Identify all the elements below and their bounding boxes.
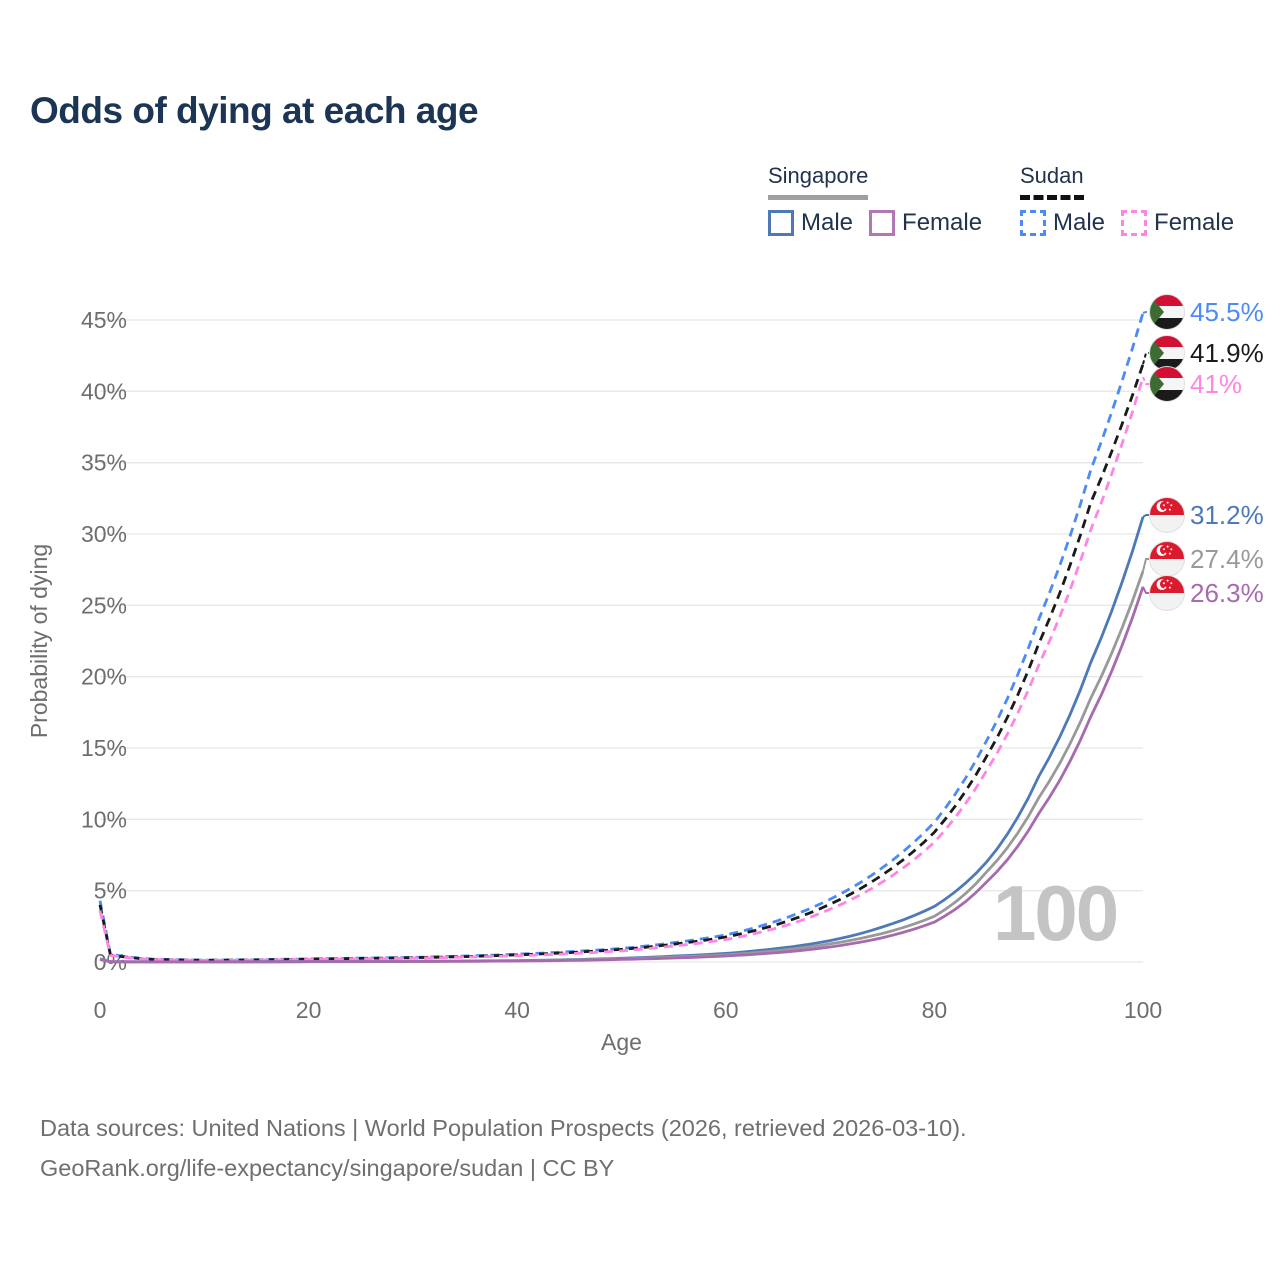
y-tick-label-10: 10% [81, 806, 127, 832]
x-axis-title: Age [601, 1029, 642, 1055]
y-tick-label-25: 25% [81, 592, 127, 618]
footer-attribution: GeoRank.org/life-expectancy/singapore/su… [40, 1155, 615, 1181]
series-line-sudan-both[interactable] [98, 363, 1145, 962]
legend-country-singapore: Singapore [768, 163, 869, 200]
legend-item-label: Female [1154, 209, 1235, 236]
end-value-label: 27.4% [1190, 543, 1264, 574]
singapore-flag-icon [1149, 497, 1185, 533]
end-label-singapore-male: 31.2% [1149, 497, 1264, 533]
y-tick-label-30: 30% [81, 521, 127, 547]
singapore-flag-icon [1149, 541, 1185, 577]
end-value-label: 41.9% [1190, 337, 1264, 368]
end-label-connector-sudan-both [1142, 352, 1150, 365]
legend-country-sudan: Sudan [1020, 163, 1084, 200]
legend-item-label: Male [801, 209, 854, 236]
legend-item-sudan-male[interactable]: Male [1020, 209, 1105, 237]
sudan-flag-icon [1149, 366, 1185, 402]
legend-group-singapore: Singapore Male Female [768, 163, 998, 237]
end-label-sudan-both: 41.9% [1149, 335, 1264, 371]
legend-checkbox-sudan-male[interactable] [1020, 210, 1046, 236]
end-value-label: 41% [1190, 368, 1243, 399]
end-label-sudan-female: 41% [1149, 366, 1242, 402]
y-tick-label-40: 40% [81, 378, 127, 404]
hovered-age-watermark: 100 [993, 869, 1119, 957]
legend-checkbox-singapore-male[interactable] [768, 210, 794, 236]
end-value-label: 31.2% [1190, 499, 1264, 530]
series-line-singapore-both[interactable] [99, 570, 1145, 964]
x-tick-label-100: 100 [1124, 997, 1162, 1023]
end-label-connector-singapore-both [1142, 558, 1150, 572]
end-label-sudan-male: 45.5% [1149, 294, 1264, 330]
legend: Singapore Male Female Sudan Male Female [0, 163, 1280, 243]
y-tick-label-20: 20% [81, 664, 127, 690]
legend-checkbox-sudan-female[interactable] [1121, 210, 1148, 236]
legend-checkbox-singapore-female[interactable] [869, 210, 896, 236]
x-tick-label-0: 0 [94, 997, 107, 1023]
series-line-sudan-female[interactable] [98, 376, 1145, 962]
legend-item-label: Female [902, 209, 983, 236]
x-tick-label-20: 20 [296, 997, 322, 1023]
end-label-connector-singapore-male [1142, 514, 1150, 518]
end-label-singapore-both: 27.4% [1149, 541, 1264, 577]
end-value-label: 45.5% [1190, 296, 1264, 327]
legend-item-singapore-male[interactable]: Male [768, 209, 853, 237]
end-label-connector-sudan-male [1142, 311, 1150, 314]
end-label-connector-sudan-female [1142, 376, 1150, 385]
y-tick-label-15: 15% [81, 735, 127, 761]
end-label-connector-singapore-female [1142, 586, 1150, 594]
legend-group-sudan: Sudan Male Female [1020, 163, 1250, 237]
end-value-label: 26.3% [1190, 577, 1264, 608]
x-tick-label-40: 40 [504, 997, 530, 1023]
page-title: Odds of dying at each age [30, 90, 479, 131]
end-label-singapore-female: 26.3% [1149, 575, 1264, 611]
y-tick-label-45: 45% [81, 307, 127, 333]
footer-data-sources: Data sources: United Nations | World Pop… [40, 1115, 967, 1141]
series-line-singapore-female[interactable] [99, 586, 1145, 964]
footer: Data sources: United Nations | World Pop… [40, 1108, 967, 1188]
x-tick-label-80: 80 [922, 997, 948, 1023]
y-tick-label-5: 5% [94, 878, 127, 904]
y-tick-label-35: 35% [81, 450, 127, 476]
y-axis-title: Probability of dying [26, 544, 52, 738]
singapore-flag-icon [1149, 575, 1185, 611]
legend-item-label: Male [1053, 209, 1106, 236]
sudan-flag-icon [1149, 294, 1185, 330]
legend-item-singapore-female[interactable]: Female [869, 209, 982, 237]
legend-item-sudan-female[interactable]: Female [1121, 209, 1234, 237]
x-tick-label-60: 60 [713, 997, 739, 1023]
